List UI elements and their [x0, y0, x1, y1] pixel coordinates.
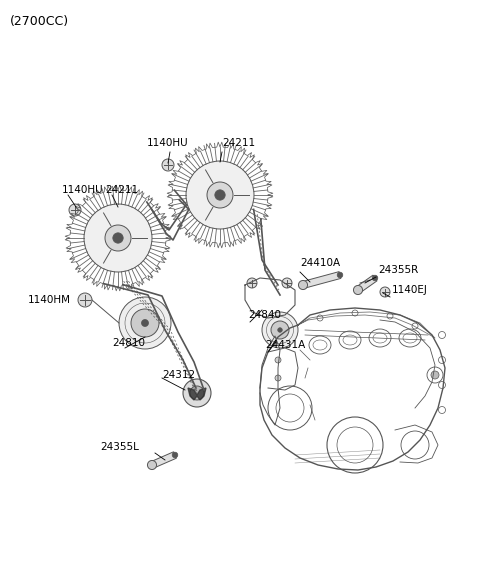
Circle shape [278, 328, 282, 332]
Text: 1140HM: 1140HM [28, 295, 71, 305]
Circle shape [131, 309, 159, 337]
Circle shape [275, 375, 281, 381]
Circle shape [353, 285, 362, 294]
Circle shape [282, 278, 292, 288]
Polygon shape [302, 272, 341, 288]
Circle shape [275, 357, 281, 363]
Text: 24840: 24840 [248, 310, 281, 320]
Circle shape [183, 379, 211, 407]
Circle shape [271, 321, 289, 339]
Text: 24431A: 24431A [265, 340, 305, 350]
Circle shape [372, 275, 378, 281]
Circle shape [380, 287, 390, 297]
Text: 24810: 24810 [112, 338, 145, 348]
Polygon shape [188, 388, 206, 400]
Text: 1140EJ: 1140EJ [392, 285, 428, 295]
Polygon shape [151, 452, 176, 468]
Circle shape [113, 233, 123, 243]
Circle shape [186, 161, 254, 229]
Text: 24312: 24312 [162, 370, 195, 380]
Circle shape [172, 452, 178, 458]
Text: 24211: 24211 [222, 138, 255, 148]
Circle shape [247, 278, 257, 288]
Circle shape [142, 320, 148, 327]
Circle shape [69, 204, 81, 216]
Text: 1140HU: 1140HU [62, 185, 104, 195]
Circle shape [119, 297, 171, 349]
Circle shape [78, 293, 92, 307]
Text: 1140HU: 1140HU [147, 138, 189, 148]
Circle shape [207, 182, 233, 208]
Circle shape [84, 204, 152, 272]
Circle shape [190, 386, 204, 400]
Circle shape [262, 312, 298, 348]
Circle shape [299, 281, 308, 290]
Circle shape [215, 190, 225, 200]
Polygon shape [356, 275, 377, 293]
Text: 24355L: 24355L [100, 442, 139, 452]
Circle shape [431, 371, 439, 379]
Text: 24355R: 24355R [378, 265, 418, 275]
Circle shape [162, 159, 174, 171]
Circle shape [147, 460, 156, 470]
Text: 24211: 24211 [105, 185, 138, 195]
Text: 24410A: 24410A [300, 258, 340, 268]
Circle shape [105, 225, 131, 251]
Circle shape [337, 272, 343, 278]
Text: (2700CC): (2700CC) [10, 15, 69, 28]
